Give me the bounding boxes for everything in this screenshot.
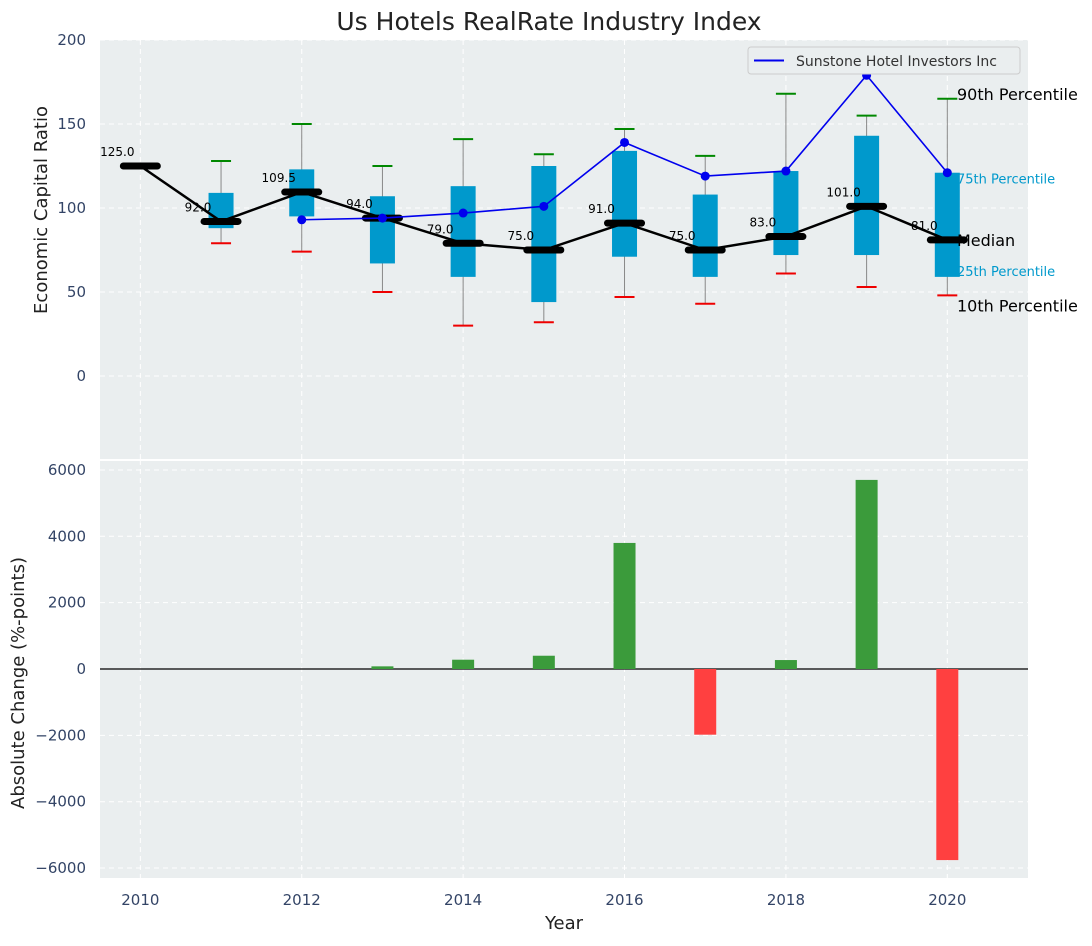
change-bar <box>452 659 475 669</box>
series-point-sunstone <box>297 215 307 225</box>
series-point-sunstone <box>942 168 952 178</box>
percentile-annotation: 10th Percentile <box>957 296 1078 315</box>
series-point-sunstone <box>781 166 791 176</box>
median-value-label: 75.0 <box>507 229 534 243</box>
bottom-y-tick-label: 6000 <box>48 461 86 479</box>
top-y-tick-label: 0 <box>76 367 86 385</box>
top-y-tick-label: 200 <box>57 31 86 49</box>
median-value-label: 92.0 <box>185 200 212 214</box>
series-point-sunstone <box>620 137 630 147</box>
change-bar <box>694 669 717 735</box>
bottom-y-tick-label: 2000 <box>48 594 86 612</box>
x-tick-label: 2014 <box>444 891 482 909</box>
top-y-tick-label: 100 <box>57 199 86 217</box>
median-value-label: 75.0 <box>669 229 696 243</box>
top-y-axis-label: Economic Capital Ratio <box>31 106 52 314</box>
percentile-annotation: 90th Percentile <box>957 85 1078 104</box>
median-value-label: 94.0 <box>346 197 373 211</box>
iqr-box <box>450 186 476 277</box>
x-tick-label: 2012 <box>283 891 321 909</box>
median-value-label: 109.5 <box>262 171 296 185</box>
x-tick-label: 2010 <box>121 891 159 909</box>
bottom-y-axis-label: Absolute Change (%-points) <box>8 557 29 809</box>
chart-title: Us Hotels RealRate Industry Index <box>336 7 761 36</box>
iqr-box <box>854 135 880 256</box>
iqr-box <box>531 166 557 303</box>
percentile-annotation: Median <box>957 231 1015 250</box>
iqr-box <box>934 172 960 277</box>
x-tick-label: 2016 <box>605 891 643 909</box>
series-point-sunstone <box>458 208 468 218</box>
series-point-sunstone <box>377 213 387 223</box>
median-value-label: 79.0 <box>427 222 454 236</box>
iqr-box <box>612 150 638 257</box>
legend-label-sunstone: Sunstone Hotel Investors Inc <box>796 54 997 70</box>
bottom-y-tick-label: 0 <box>76 660 86 678</box>
bottom-y-tick-label: −6000 <box>35 859 86 877</box>
x-axis-label: Year <box>544 913 584 934</box>
change-bar <box>774 660 797 669</box>
percentile-annotation: 25th Percentile <box>957 265 1055 280</box>
series-point-sunstone <box>700 171 710 181</box>
iqr-box <box>773 171 799 256</box>
median-value-label: 81.0 <box>911 219 938 233</box>
iqr-box <box>692 194 718 277</box>
change-bar <box>855 479 878 669</box>
bottom-y-tick-label: 4000 <box>48 527 86 545</box>
x-tick-label: 2018 <box>767 891 805 909</box>
x-tick-label: 2020 <box>928 891 966 909</box>
median-value-label: 83.0 <box>750 216 777 230</box>
legend-box <box>747 46 1021 75</box>
change-bar <box>371 666 394 669</box>
change-bar <box>532 655 555 669</box>
top-y-tick-label: 150 <box>57 115 86 133</box>
change-bar <box>613 542 636 669</box>
iqr-box <box>369 196 395 264</box>
median-value-label: 91.0 <box>588 202 615 216</box>
series-point-sunstone <box>539 201 549 211</box>
percentile-annotation: 75th Percentile <box>957 172 1055 187</box>
bottom-y-tick-label: −2000 <box>35 726 86 744</box>
change-bar <box>936 669 959 861</box>
top-y-tick-label: 50 <box>67 283 86 301</box>
median-value-label: 125.0 <box>100 145 134 159</box>
bottom-y-tick-label: −4000 <box>35 793 86 811</box>
median-value-label: 101.0 <box>826 185 860 199</box>
